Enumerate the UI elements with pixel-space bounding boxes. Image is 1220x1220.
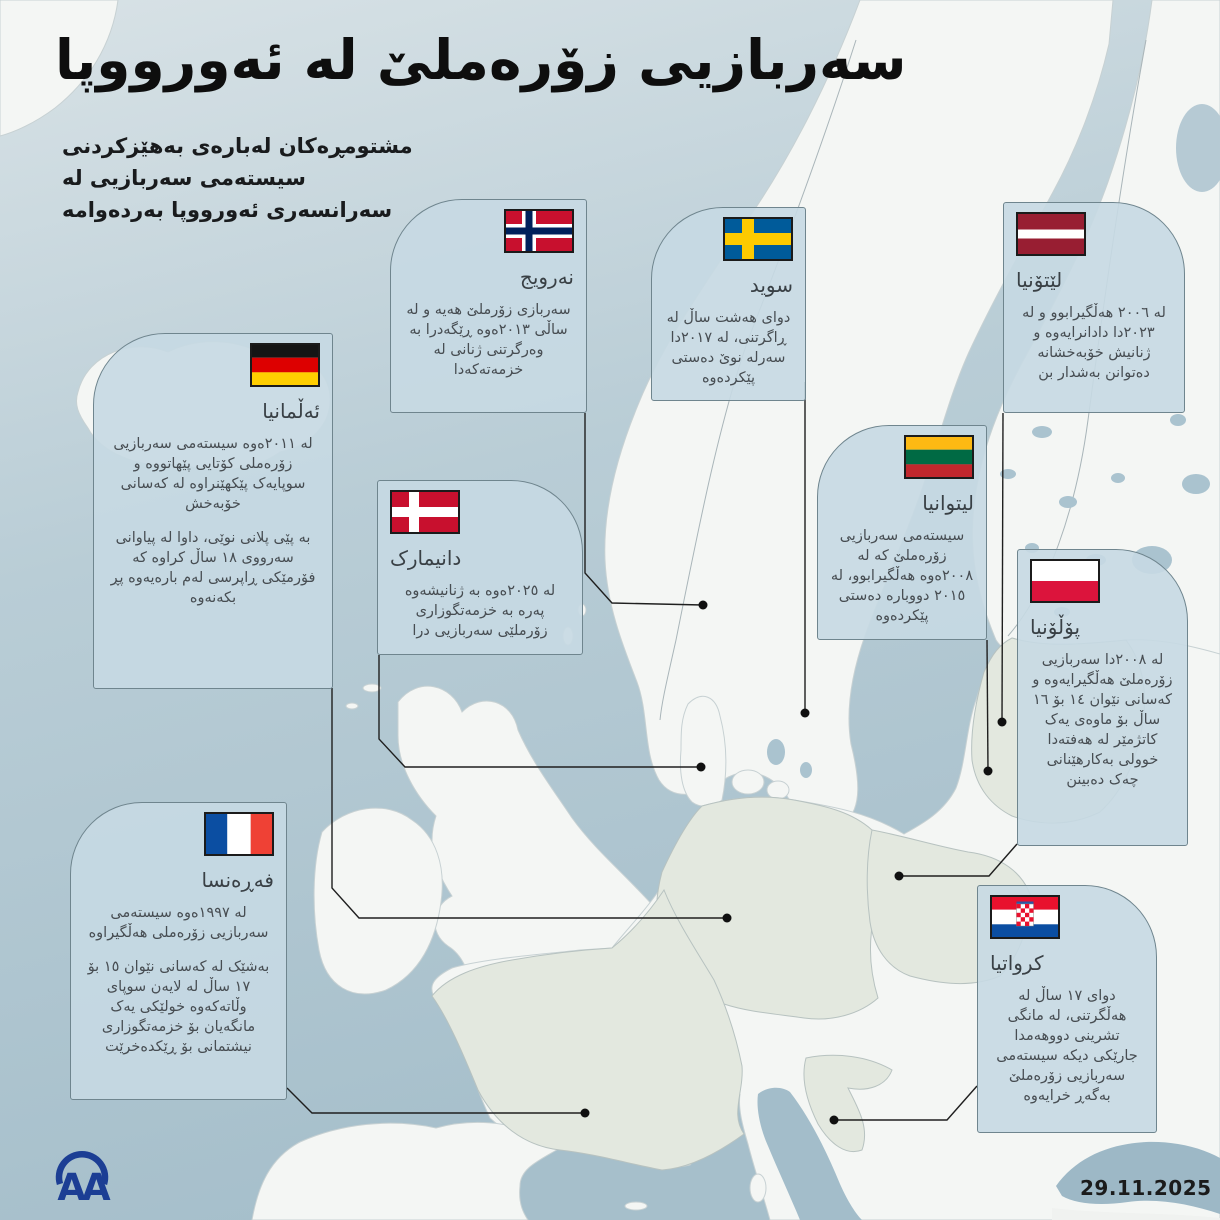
country-name-poland: پۆڵۆنیا	[1030, 615, 1081, 639]
country-name-latvia: لێتۆنیا	[1016, 268, 1063, 292]
denmark-flag-icon	[390, 490, 460, 534]
black-sea	[1056, 1141, 1220, 1214]
white-sea	[1176, 104, 1220, 192]
country-name-france: فەڕەنسا	[201, 868, 274, 892]
france-flag-icon	[204, 812, 274, 856]
turkey-coast	[1052, 1208, 1220, 1220]
callout-poland: پۆڵۆنیا لە ٢٠٠٨دا سەربازیی زۆرەملێ هەڵگی…	[1017, 549, 1188, 846]
lithuania-flag-icon	[904, 435, 974, 479]
adriatic-sea	[757, 1087, 862, 1220]
page-title: سەربازیی زۆرەملێ لە ئەورووپا	[55, 28, 907, 92]
country-body-norway: سەربازی زۆرملێ هەیە و لە ساڵی ٢٠١٣ەوە ڕێ…	[403, 300, 574, 380]
callout-germany: ئەڵمانیا لە ٢٠١١ەوە سیستەمی سەربازیی زۆر…	[93, 333, 333, 689]
country-name-norway: نەرویج	[519, 265, 574, 289]
germany-flag-icon	[250, 343, 320, 387]
callout-croatia: کرواتیا دوای ١٧ ساڵ لە هەڵگرتنی، لە مانگ…	[977, 885, 1157, 1133]
iberia	[251, 1122, 561, 1220]
denmark-land	[679, 695, 727, 807]
country-body-denmark: لە ٢٠٢٥ەوە بە ژنانیشەوە پەرە بە خزمەتگوز…	[390, 581, 570, 641]
svg-text:AA: AA	[57, 1166, 111, 1206]
callout-sweden: سوید دوای هەشت ساڵ لە ڕاگرتنی، لە ٢٠١٧دا…	[651, 207, 806, 401]
norway-flag-icon	[504, 209, 574, 253]
country-text: بەشێک لە کەسانی نێوان ١٥ بۆ ١٧ ساڵ لە لا…	[87, 959, 270, 1055]
country-text: لە ٢٠٠٨دا سەربازیی زۆرەملێ هەڵگیرایەوە و…	[1032, 652, 1173, 788]
country-name-croatia: کرواتیا	[990, 951, 1044, 975]
poland-flag-icon	[1030, 559, 1100, 603]
greenland	[0, 0, 119, 137]
country-text: دوای هەشت ساڵ لە ڕاگرتنی، لە ٢٠١٧دا سەرل…	[666, 310, 791, 386]
country-body-lithuania: سیستەمی سەربازیی زۆرەملێ کە لە ٢٠٠٨ەوە ه…	[830, 526, 974, 626]
callout-france: فەڕەنسا لە ١٩٩٧ەوە سیستەمی سەربازیی زۆرە…	[70, 802, 287, 1100]
country-body-france: لە ١٩٩٧ەوە سیستەمی سەربازیی زۆرەملی هەڵگ…	[83, 903, 274, 1057]
country-body-croatia: دوای ١٧ ساڵ لە هەڵگرتنی، لە مانگی تشرینی…	[990, 986, 1144, 1106]
country-text: لە ١٩٩٧ەوە سیستەمی سەربازیی زۆرەملی هەڵگ…	[88, 905, 269, 941]
callout-denmark: دانیمارک لە ٢٠٢٥ەوە بە ژنانیشەوە پەرە بە…	[377, 480, 583, 655]
anadolu-agency-logo: AA	[55, 1151, 114, 1206]
country-name-germany: ئەڵمانیا	[262, 399, 320, 423]
date-label: 29.11.2025	[1080, 1176, 1212, 1200]
country-body-poland: لە ٢٠٠٨دا سەربازیی زۆرەملێ هەڵگیرایەوە و…	[1030, 650, 1175, 790]
country-text: سەربازی زۆرملێ هەیە و لە ساڵی ٢٠١٣ەوە ڕێ…	[406, 302, 571, 378]
country-body-latvia: لە ٢٠٠٦ هەڵگیرابوو و لە ٢٠٢٣دا دادانرایە…	[1016, 303, 1172, 383]
page-subtitle: مشتومڕەکان لەبارەی بەهێزکردنی سیستەمی سە…	[62, 134, 413, 222]
croatia-flag-icon	[990, 895, 1060, 939]
callout-norway: نەرویج سەربازی زۆرملێ هەیە و لە ساڵی ٢٠١…	[390, 199, 587, 413]
country-text: لە ٢٠٠٦ هەڵگیرابوو و لە ٢٠٢٣دا دادانرایە…	[1022, 305, 1166, 381]
country-text: دوای ١٧ ساڵ لە هەڵگرتنی، لە مانگی تشرینی…	[996, 988, 1138, 1104]
country-name-lithuania: لیتوانیا	[922, 491, 974, 515]
country-name-sweden: سوید	[749, 273, 793, 297]
country-name-denmark: دانیمارک	[390, 546, 462, 570]
country-body-germany: لە ٢٠١١ەوە سیستەمی سەربازیی زۆرەملی کۆتا…	[106, 434, 320, 608]
country-text: سیستەمی سەربازیی زۆرەملێ کە لە ٢٠٠٨ەوە ه…	[830, 528, 974, 624]
callout-lithuania: لیتوانیا سیستەمی سەربازیی زۆرەملێ کە لە …	[817, 425, 987, 640]
country-text: لە ٢٠٢٥ەوە بە ژنانیشەوە پەرە بە خزمەتگوز…	[404, 583, 556, 639]
callout-latvia: لێتۆنیا لە ٢٠٠٦ هەڵگیرابوو و لە ٢٠٢٣دا د…	[1003, 202, 1185, 413]
sweden-flag-icon	[723, 217, 793, 261]
sea-overlays	[757, 104, 1220, 1220]
latvia-flag-icon	[1016, 212, 1086, 256]
country-body-sweden: دوای هەشت ساڵ لە ڕاگرتنی، لە ٢٠١٧دا سەرل…	[664, 308, 793, 388]
country-text: لە ٢٠١١ەوە سیستەمی سەربازیی زۆرەملی کۆتا…	[113, 436, 313, 512]
country-text: بە پێی پلانی نوێی، داوا لە پیاوانی سەروو…	[110, 530, 316, 606]
